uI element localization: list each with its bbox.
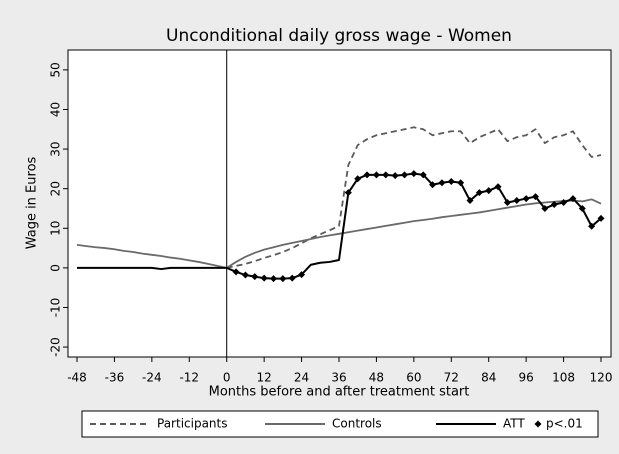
x-tick-label: 60 xyxy=(406,371,421,385)
significance-marker xyxy=(588,222,596,230)
significance-marker xyxy=(513,197,521,205)
series-line xyxy=(226,126,602,269)
significance-marker xyxy=(438,179,446,187)
significance-marker xyxy=(382,171,390,179)
x-tick-label: 120 xyxy=(590,371,613,385)
x-tick-label: 24 xyxy=(294,371,309,385)
y-tick-label: 50 xyxy=(49,62,63,77)
significance-marker xyxy=(503,199,511,207)
x-tick-label: 108 xyxy=(552,371,575,385)
significance-marker xyxy=(363,171,371,179)
x-tick-label: -12 xyxy=(179,371,199,385)
series-line xyxy=(77,172,602,280)
x-tick-label: 96 xyxy=(519,371,534,385)
legend-label: p<.01 xyxy=(546,417,583,431)
legend-swatch xyxy=(534,420,542,428)
significance-marker xyxy=(475,189,483,197)
series-line xyxy=(76,198,602,269)
significance-marker xyxy=(494,183,502,191)
significance-marker xyxy=(270,275,277,283)
significance-marker xyxy=(401,171,408,179)
y-tick-label: -10 xyxy=(49,298,63,318)
x-tick-label: -36 xyxy=(105,371,125,385)
y-tick-label: 10 xyxy=(49,221,63,236)
significance-marker xyxy=(391,172,399,180)
significance-marker xyxy=(410,170,418,178)
x-axis-label: Months before and after treatment start xyxy=(209,385,470,400)
legend-label: Controls xyxy=(332,417,382,431)
x-tick-label: -24 xyxy=(142,371,162,385)
significance-marker xyxy=(372,171,380,179)
significance-marker xyxy=(279,275,287,283)
significance-marker xyxy=(485,187,493,195)
x-tick-label: 0 xyxy=(223,371,231,385)
significance-marker xyxy=(560,199,568,207)
legend xyxy=(81,410,599,438)
significance-marker xyxy=(550,201,558,209)
significance-marker xyxy=(232,268,240,276)
x-tick-label: 84 xyxy=(481,371,496,385)
plot-area xyxy=(67,49,612,358)
legend-label: ATT xyxy=(503,417,525,431)
significance-marker xyxy=(569,195,577,203)
y-tick-label: 0 xyxy=(49,264,63,272)
significance-marker xyxy=(354,175,362,183)
significance-marker xyxy=(251,273,259,281)
significance-marker xyxy=(532,193,539,201)
y-tick-label: 40 xyxy=(49,102,63,117)
x-tick-label: 72 xyxy=(444,371,459,385)
x-tick-label: 48 xyxy=(369,371,384,385)
significance-marker xyxy=(288,274,296,282)
significance-marker xyxy=(522,195,530,203)
significance-marker xyxy=(419,171,427,179)
significance-marker xyxy=(344,189,352,197)
significance-marker xyxy=(429,181,437,189)
y-tick-label: 30 xyxy=(49,141,63,156)
legend-label: Participants xyxy=(157,417,228,431)
significance-marker xyxy=(466,197,474,205)
y-tick-label: -20 xyxy=(49,337,63,357)
significance-marker xyxy=(597,214,605,222)
x-tick-label: -48 xyxy=(67,371,87,385)
x-tick-label: 36 xyxy=(331,371,346,385)
significance-marker xyxy=(447,178,455,186)
significance-marker xyxy=(578,204,586,212)
x-tick-label: 12 xyxy=(257,371,272,385)
significance-marker xyxy=(241,271,249,279)
significance-marker xyxy=(298,271,306,279)
y-tick-label: 20 xyxy=(49,181,63,196)
y-axis-label: Wage in Euros xyxy=(25,156,40,249)
chart-title: Unconditional daily gross wage - Women xyxy=(166,26,512,46)
significance-marker xyxy=(260,274,268,282)
significance-marker xyxy=(541,204,549,212)
significance-marker xyxy=(457,179,465,187)
